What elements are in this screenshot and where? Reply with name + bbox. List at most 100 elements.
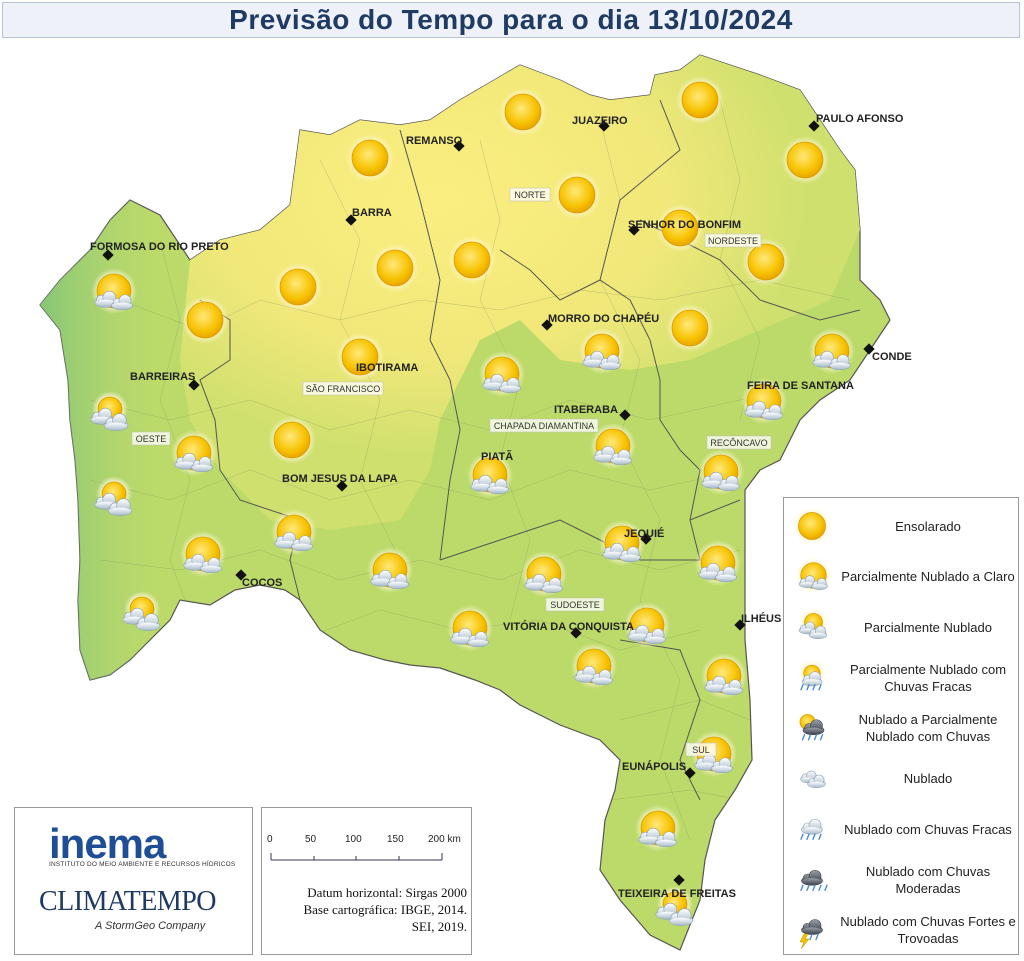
sun-clouds-icon xyxy=(599,520,645,566)
svg-text:PAULO AFONSO: PAULO AFONSO xyxy=(816,113,904,125)
legend-item: Nublado xyxy=(784,753,1020,805)
sun-clouds-icon xyxy=(794,556,833,594)
svg-text:BARRA: BARRA xyxy=(352,207,392,219)
legend-label: Nublado com Chuvas Fracas xyxy=(844,821,1012,837)
svg-text:CHAPADA DIAMANTINA: CHAPADA DIAMANTINA xyxy=(494,421,594,431)
sun-icon xyxy=(181,296,229,344)
scale-tick-label: 100 xyxy=(345,834,362,845)
sun-clouds-icon xyxy=(590,423,636,469)
svg-text:SÃO FRANCISCO: SÃO FRANCISCO xyxy=(306,384,381,394)
legend-label: Parcialmente Nublado a Claro xyxy=(841,569,1015,584)
base-text: Base cartográfica: IBGE, 2014. xyxy=(303,902,467,917)
title-bar: Previsão do Tempo para o dia 13/10/2024 xyxy=(2,2,1020,38)
sun-icon xyxy=(274,263,322,311)
scale-tick-label: 150 xyxy=(387,834,404,845)
svg-text:TEIXEIRA DE FREITAS: TEIXEIRA DE FREITAS xyxy=(618,888,736,900)
sun-clouds-icon xyxy=(180,531,226,577)
city-bom-jesus-da-lapa: BOM JESUS DA LAPA xyxy=(282,473,398,492)
sun-clouds-icon xyxy=(635,805,681,851)
map-credits: Datum horizontal: Sirgas 2000 Base carto… xyxy=(267,884,467,935)
region-label-norte: NORTE xyxy=(509,187,551,202)
city-teixeira-de-freitas: TEIXEIRA DE FREITAS xyxy=(618,874,736,900)
region-labels: NORTE NORDESTE SÃO FRANCISCO OESTE CHAPA… xyxy=(131,187,772,757)
partly-cloudy-icon xyxy=(90,391,129,431)
svg-text:VITÓRIA DA CONQUISTA: VITÓRIA DA CONQUISTA xyxy=(503,620,634,633)
sun-clouds-icon xyxy=(571,643,617,689)
sun-clouds-icon xyxy=(479,351,525,397)
weather-legend: Ensolarado Parcialmente Nublado a Claro Pa… xyxy=(783,497,1019,955)
svg-text:BOM JESUS DA LAPA: BOM JESUS DA LAPA xyxy=(282,473,398,485)
svg-text:SENHOR DO BONFIM: SENHOR DO BONFIM xyxy=(628,219,741,231)
sun-icon xyxy=(792,506,832,546)
sun-icon xyxy=(676,76,724,124)
region-label-chapada-diamantina: CHAPADA DIAMANTINA xyxy=(489,418,599,433)
legend-label: Ensolarado xyxy=(895,518,961,534)
city-eunapolis: EUNÁPOLIS xyxy=(622,760,696,779)
svg-text:NORTE: NORTE xyxy=(514,190,545,200)
sun-clouds-icon xyxy=(171,430,217,476)
svg-text:MORRO DO CHAPÉU: MORRO DO CHAPÉU xyxy=(548,312,659,325)
sun-clouds-icon xyxy=(624,602,670,648)
bahia-map: NORTE NORDESTE SÃO FRANCISCO OESTE CHAPA… xyxy=(39,54,912,951)
svg-text:BARREIRAS: BARREIRAS xyxy=(130,371,195,383)
city-markers: REMANSO JUAZEIRO PAULO AFONSO BARRA SENH… xyxy=(90,113,912,900)
region-label-oeste: OESTE xyxy=(131,431,171,446)
city-senhor-do-bonfim: SENHOR DO BONFIM xyxy=(628,219,741,236)
region-label-sul: SUL xyxy=(685,742,717,757)
svg-text:PIATÃ: PIATÃ xyxy=(481,450,513,463)
city-ilheus: ILHÉUS xyxy=(734,612,781,631)
sun-clouds-icon xyxy=(367,547,413,593)
svg-text:FORMOSA DO RIO PRETO: FORMOSA DO RIO PRETO xyxy=(90,241,229,253)
svg-text:RECÔNCAVO: RECÔNCAVO xyxy=(710,438,767,448)
cloudy-moderate-rain-icon xyxy=(800,869,828,891)
svg-text:COCOS: COCOS xyxy=(242,577,282,589)
sun-clouds-icon xyxy=(521,551,567,597)
scale-box: 0 50 100 150 200 km Datum horizontal: Si… xyxy=(261,807,472,955)
sun-icon xyxy=(268,416,316,464)
scale-tick-label: 0 xyxy=(267,834,273,845)
sun-icon xyxy=(666,304,714,352)
city-feira-de-santana: FEIRA DE SANTANA xyxy=(747,380,854,392)
sun-icon xyxy=(656,204,704,252)
city-conde: CONDE xyxy=(863,343,912,363)
svg-text:REMANSO: REMANSO xyxy=(406,135,463,147)
sun-icon xyxy=(448,236,496,284)
stormgeo-tagline: A StormGeo Company xyxy=(95,920,206,932)
cloudy-sun-rain-icon xyxy=(799,714,825,741)
city-morro-do-chapeu: MORRO DO CHAPÉU xyxy=(541,312,659,331)
city-vitoria-da-conquista: VITÓRIA DA CONQUISTA xyxy=(503,620,634,639)
legend-item: Nublado com Chuvas Fortes e Trovoadas xyxy=(784,904,1020,956)
sun-clouds-icon xyxy=(698,449,744,495)
sun-clouds-icon xyxy=(741,378,787,424)
cloudy-light-rain-icon xyxy=(800,818,823,840)
partly-cloudy-icon xyxy=(94,476,133,516)
svg-text:JEQUIÉ: JEQUIÉ xyxy=(624,527,664,540)
svg-text:EUNÁPOLIS: EUNÁPOLIS xyxy=(622,760,686,773)
sun-icon xyxy=(742,238,790,286)
legend-label: Nublado xyxy=(903,771,953,786)
region-label-nordeste: NORDESTE xyxy=(704,233,762,248)
climatempo-logo: CLIMATEMPO xyxy=(39,886,217,917)
sun-icon xyxy=(336,333,384,381)
sun-icon xyxy=(346,134,394,182)
forecast-icons xyxy=(90,76,855,926)
sun-clouds-icon xyxy=(447,605,493,651)
svg-text:NORDESTE: NORDESTE xyxy=(708,236,758,246)
inema-subtitle: INSTITUTO DO MEIO AMBIENTE E RECURSOS HÍ… xyxy=(49,861,236,868)
partly-cloudy-icon xyxy=(122,591,161,631)
legend-item: Parcialmente Nublado a Claro xyxy=(784,551,1020,603)
region-label-sao-francisco: SÃO FRANCISCO xyxy=(302,381,384,396)
city-itaberaba: ITABERABA xyxy=(554,404,631,421)
sun-clouds-icon xyxy=(701,653,747,699)
state-shape xyxy=(39,54,891,951)
region-label-reconcavo: RECÔNCAVO xyxy=(706,435,772,450)
partly-cloudy-icon xyxy=(655,886,694,926)
scale-tick-label: 50 xyxy=(305,834,317,845)
sun-icon xyxy=(781,136,829,184)
legend-item: Parcialmente Nublado xyxy=(784,601,1020,653)
inema-logo: inema xyxy=(49,820,166,867)
storm-icon xyxy=(799,919,823,950)
city-jequie: JEQUIÉ xyxy=(624,527,664,545)
city-paulo-afonso: PAULO AFONSO xyxy=(808,113,904,132)
sun-icon xyxy=(371,244,419,292)
